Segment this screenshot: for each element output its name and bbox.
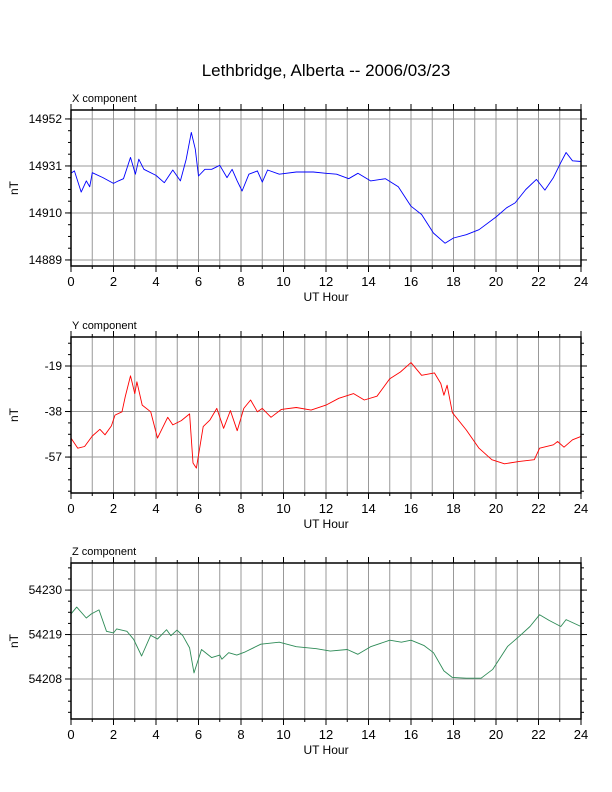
y-tick-label: 54208 (29, 672, 63, 686)
plot-frame (70, 109, 582, 267)
x-tick-label: 4 (152, 274, 159, 289)
y-tick-label: 14889 (29, 253, 63, 267)
x-tick-label: 24 (574, 727, 588, 742)
x-tick-label: 2 (110, 727, 117, 742)
plot-frame (70, 336, 582, 494)
y-axis-label: nT (7, 633, 21, 648)
x-tick-label: 10 (276, 727, 290, 742)
series-line (70, 606, 582, 679)
x-tick-label: 22 (531, 727, 545, 742)
x-tick-label: 6 (195, 727, 202, 742)
x-tick-label: 10 (276, 501, 290, 516)
x-tick-label: 12 (319, 727, 333, 742)
y-tick-label: 54230 (29, 583, 63, 597)
x-tick-label: 10 (276, 274, 290, 289)
x-tick-label: 22 (531, 274, 545, 289)
x-tick-label: 22 (531, 501, 545, 516)
panel-title: Y component (72, 320, 137, 332)
y-tick-label: -19 (45, 359, 63, 373)
x-tick-label: 20 (489, 274, 503, 289)
chart-title: Lethbridge, Alberta -- 2006/03/23 (202, 61, 451, 80)
x-axis-label: UT Hour (303, 290, 348, 304)
x-tick-label: 4 (152, 727, 159, 742)
y-tick-label: 54219 (29, 628, 63, 642)
series-line (70, 131, 582, 244)
x-tick-label: 2 (110, 274, 117, 289)
panel-y: -19-38-570 2 4 6 8 10 12 14 16 18 20 22 24Y componen… (7, 320, 588, 531)
x-tick-label: 0 (67, 274, 74, 289)
x-tick-label: 8 (237, 274, 244, 289)
x-tick-label: 0 (67, 501, 74, 516)
x-tick-label: 18 (446, 727, 460, 742)
x-tick-label: 2 (110, 501, 117, 516)
y-axis-label: nT (7, 180, 21, 195)
y-axis-label: nT (7, 407, 21, 422)
x-tick-label: 16 (404, 501, 418, 516)
x-tick-label: 20 (489, 727, 503, 742)
series-line (70, 362, 582, 469)
x-tick-label: 6 (195, 274, 202, 289)
x-tick-label: 16 (404, 727, 418, 742)
x-tick-label: 20 (489, 501, 503, 516)
x-tick-label: 16 (404, 274, 418, 289)
y-tick-label: 14910 (29, 206, 63, 220)
x-tick-label: 14 (361, 274, 375, 289)
x-tick-label: 14 (361, 727, 375, 742)
x-tick-label: 14 (361, 501, 375, 516)
x-tick-label: 6 (195, 501, 202, 516)
x-tick-label: 18 (446, 274, 460, 289)
panel-title: Z component (72, 546, 136, 558)
y-tick-label: -57 (45, 450, 63, 464)
x-axis-label: UT Hour (303, 743, 348, 757)
x-tick-label: 8 (237, 501, 244, 516)
x-tick-label: 24 (574, 274, 588, 289)
x-axis-label: UT Hour (303, 517, 348, 531)
y-tick-label: 14931 (29, 159, 63, 173)
x-tick-label: 4 (152, 501, 159, 516)
x-tick-label: 12 (319, 501, 333, 516)
x-tick-label: 18 (446, 501, 460, 516)
y-tick-label: 14952 (29, 112, 63, 126)
x-tick-label: 0 (67, 727, 74, 742)
plot-frame (70, 562, 582, 720)
y-tick-label: -38 (45, 405, 63, 419)
x-tick-label: 24 (574, 501, 588, 516)
x-tick-label: 12 (319, 274, 333, 289)
panel-title: X component (72, 93, 137, 105)
x-tick-label: 8 (237, 727, 244, 742)
